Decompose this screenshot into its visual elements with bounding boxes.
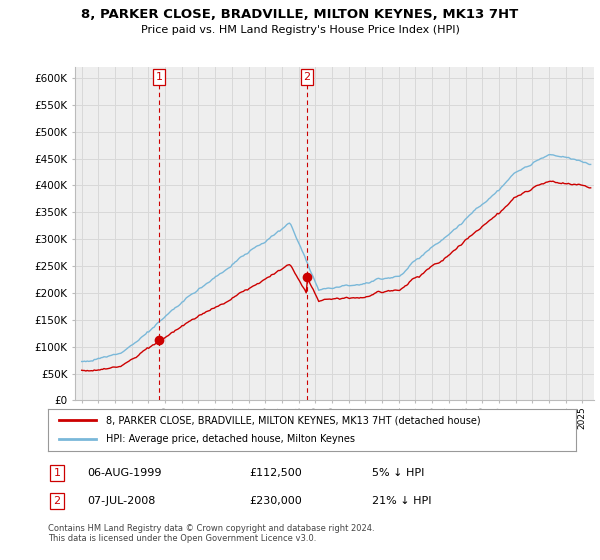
Text: Price paid vs. HM Land Registry's House Price Index (HPI): Price paid vs. HM Land Registry's House … — [140, 25, 460, 35]
Text: HPI: Average price, detached house, Milton Keynes: HPI: Average price, detached house, Milt… — [106, 435, 355, 445]
Text: 2: 2 — [304, 72, 311, 82]
Text: 07-JUL-2008: 07-JUL-2008 — [87, 496, 155, 506]
Text: £112,500: £112,500 — [249, 468, 302, 478]
Text: 8, PARKER CLOSE, BRADVILLE, MILTON KEYNES, MK13 7HT: 8, PARKER CLOSE, BRADVILLE, MILTON KEYNE… — [82, 8, 518, 21]
Text: 5% ↓ HPI: 5% ↓ HPI — [372, 468, 424, 478]
Text: 21% ↓ HPI: 21% ↓ HPI — [372, 496, 431, 506]
Text: £230,000: £230,000 — [249, 496, 302, 506]
Text: 06-AUG-1999: 06-AUG-1999 — [87, 468, 161, 478]
Text: 2: 2 — [53, 496, 61, 506]
Text: Contains HM Land Registry data © Crown copyright and database right 2024.
This d: Contains HM Land Registry data © Crown c… — [48, 524, 374, 543]
Text: 1: 1 — [155, 72, 163, 82]
Text: 1: 1 — [53, 468, 61, 478]
Text: 8, PARKER CLOSE, BRADVILLE, MILTON KEYNES, MK13 7HT (detached house): 8, PARKER CLOSE, BRADVILLE, MILTON KEYNE… — [106, 415, 481, 425]
